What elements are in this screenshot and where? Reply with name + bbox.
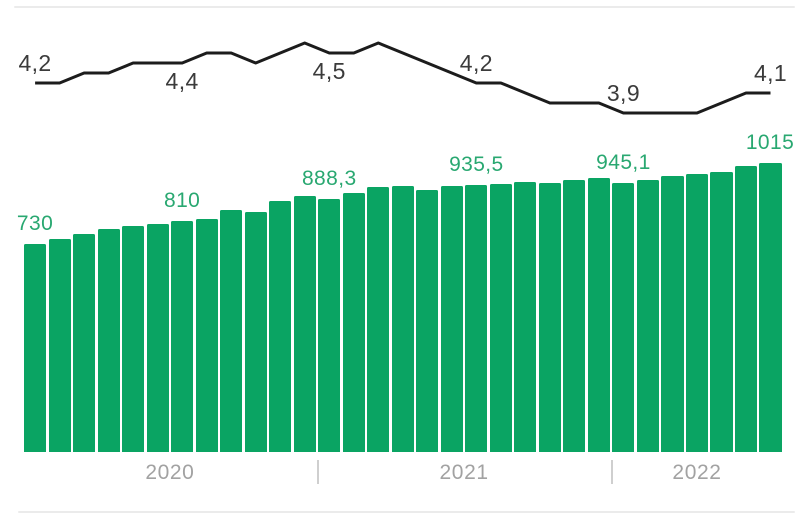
year-separator — [611, 460, 614, 484]
bottom-divider — [18, 511, 795, 513]
bar — [612, 182, 635, 452]
bar — [122, 225, 145, 452]
bar — [97, 229, 120, 452]
line-series-plot — [35, 41, 771, 115]
bar — [342, 193, 365, 452]
line-value-label: 4,1 — [753, 60, 788, 86]
bar — [146, 223, 169, 452]
bar — [465, 185, 488, 452]
line-value-label: 4,5 — [312, 58, 346, 84]
year-label-2021: 2021 — [439, 461, 489, 484]
bar — [24, 243, 47, 452]
bar — [73, 233, 96, 452]
year-separator — [317, 460, 320, 484]
bar — [563, 180, 586, 452]
bar — [489, 184, 512, 452]
bar — [416, 190, 439, 452]
bar — [685, 174, 709, 452]
bar — [195, 218, 218, 452]
bar — [661, 175, 684, 452]
bar-value-label: 1015 — [745, 130, 795, 154]
bar — [367, 187, 390, 452]
bar — [244, 212, 267, 452]
year-label-2020: 2020 — [145, 461, 195, 484]
bar-value-label: 888,3 — [301, 166, 357, 190]
bar-value-label: 935,5 — [449, 153, 504, 177]
line-value-label: 4,4 — [165, 68, 199, 94]
line-value-label: 4,2 — [459, 50, 493, 76]
top-divider — [14, 6, 795, 8]
bar-value-label: 945,1 — [596, 150, 651, 174]
bar-value-label: 730 — [16, 211, 54, 235]
bar — [440, 185, 463, 452]
bar — [48, 238, 71, 452]
line-value-label: 4,2 — [18, 50, 52, 76]
bar — [269, 201, 292, 452]
bar — [538, 183, 561, 452]
bar — [391, 186, 414, 452]
bar — [759, 162, 782, 452]
bar — [318, 198, 341, 452]
bar — [587, 177, 610, 452]
bar — [710, 171, 733, 452]
line-series-path — [35, 41, 771, 115]
line-value-label: 3,9 — [606, 80, 641, 106]
bar — [636, 179, 659, 452]
bar — [293, 196, 316, 452]
year-label-2022: 2022 — [672, 461, 722, 484]
bar — [514, 182, 537, 452]
bar — [734, 165, 758, 452]
bar-value-label: 810 — [164, 189, 201, 213]
bar — [220, 210, 243, 452]
bar — [171, 221, 194, 452]
